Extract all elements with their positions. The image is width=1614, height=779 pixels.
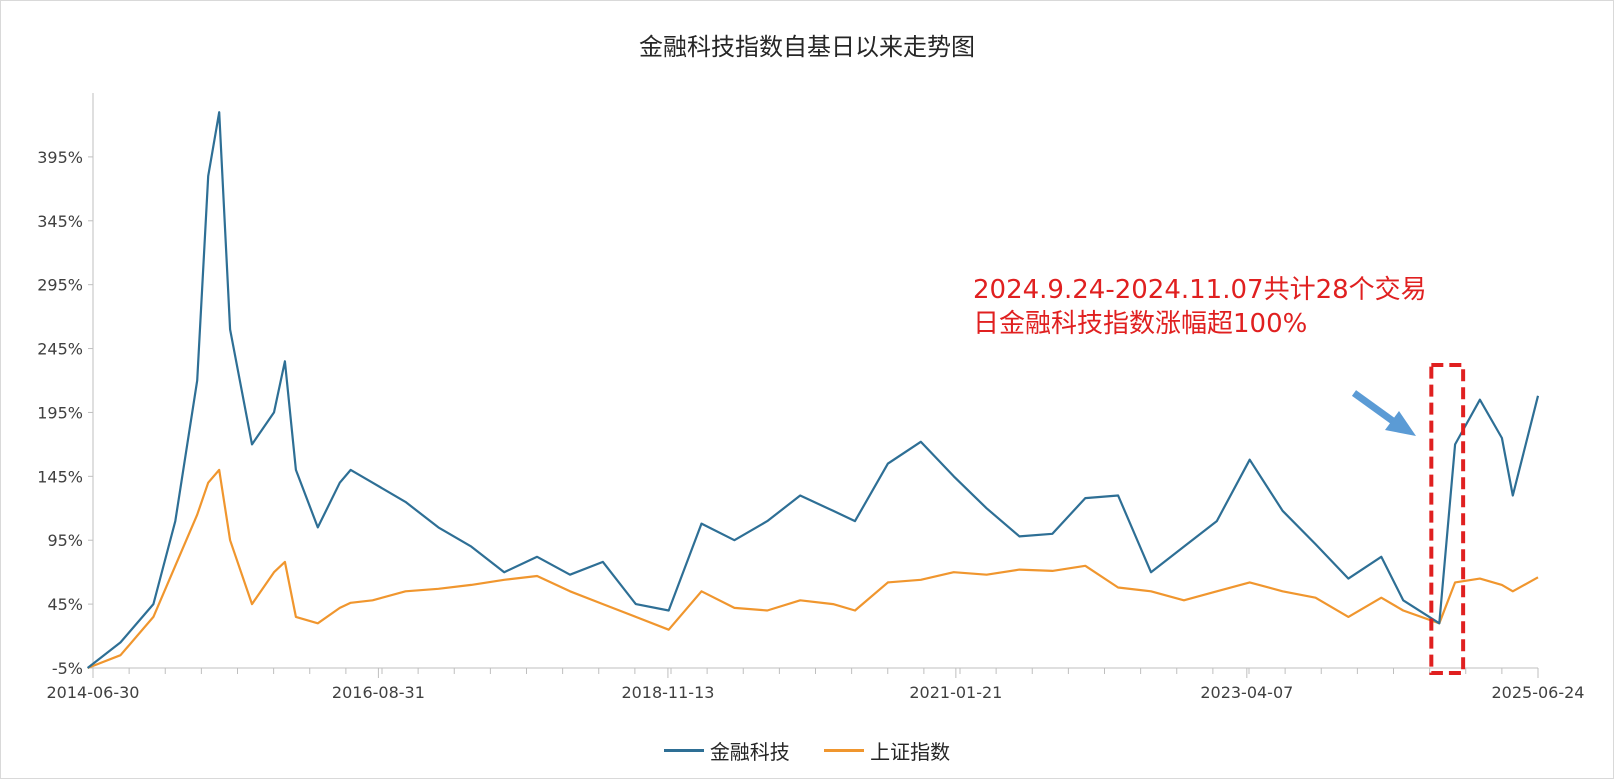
series-layer [86,111,1540,670]
arrow-shaft [1351,390,1400,427]
highlight-layer [1351,363,1466,675]
y-tick-label: -5% [52,659,83,678]
x-tick-label: 2018-11-13 [621,683,714,702]
x-tick-label: 2016-08-31 [332,683,425,702]
highlight-box [1429,363,1466,675]
annotation-line-1: 2024.9.24-2024.11.07共计28个交易 [973,275,1427,305]
legend-swatch-sse [824,749,865,752]
x-tick-label: 2023-04-07 [1200,683,1293,702]
legend-label-sse: 上证指数 [870,740,951,764]
y-tick-label: 45% [47,595,83,614]
arrow-head [1385,411,1416,436]
x-axis: 2014-06-30 2016-08-31 2018-11-13 2021-01-21… [47,667,1585,702]
x-tick-label: 2025-06-24 [1492,683,1585,702]
legend-item-sse: 上证指数 [824,736,950,765]
y-tick-label: 245% [37,340,83,359]
y-axis: -5% 45% 95% 145% 195% 245% 295% 345% 395% [37,93,94,678]
y-tick-label: 145% [37,467,83,486]
annotation-line-2: 日金融科技指数涨幅超100% [973,309,1308,339]
annotation-text: 2024.9.24-2024.11.07共计28个交易 日金融科技指数涨幅超10… [973,273,1427,341]
legend-label-fintech: 金融科技 [709,740,790,764]
y-tick-label: 395% [37,148,83,167]
y-tick-label: 195% [37,403,83,422]
x-tick-label: 2014-06-30 [47,683,140,702]
y-tick-label: 345% [37,212,83,231]
x-tick-label: 2021-01-21 [909,683,1002,702]
series-line-sse [87,468,1539,670]
y-tick-label: 95% [47,531,83,550]
chart-title: 金融科技指数自基日以来走势图 [639,33,975,61]
legend: 金融科技 上证指数 [1,733,1613,765]
y-tick-label: 295% [37,276,83,295]
series-line-fintech [86,111,1540,669]
legend-item-fintech: 金融科技 [663,736,790,765]
legend-swatch-fintech [663,749,704,752]
